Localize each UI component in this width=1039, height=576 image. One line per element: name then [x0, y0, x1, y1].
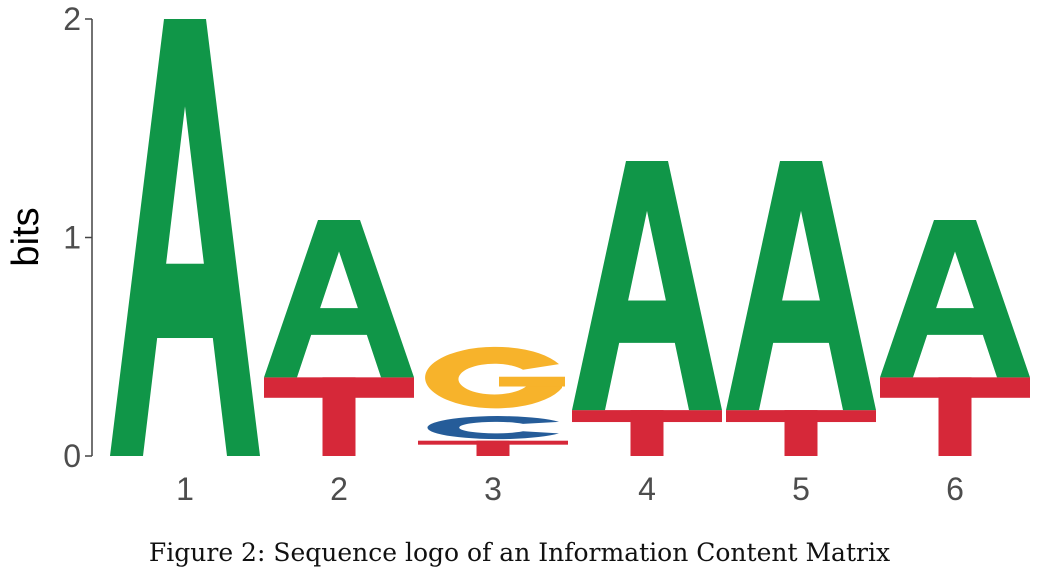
position-1-stack	[110, 19, 260, 456]
letter-A-glyph	[726, 161, 876, 411]
y-tick-label: 2	[63, 1, 81, 37]
position-2-stack	[264, 220, 414, 456]
x-axis-tick-labels: 1 2 3 4 5 6	[176, 471, 964, 507]
position-6-stack	[880, 220, 1030, 456]
sequence-logo-chart: bits 0 1 2 1 2 3 4 5 6	[5, 1, 1030, 507]
position-4-stack	[572, 161, 722, 456]
letter-T-glyph	[418, 440, 568, 456]
letter-A-glyph	[572, 161, 722, 411]
x-tick-label: 5	[792, 471, 810, 507]
letter-T-glyph	[264, 377, 414, 456]
y-axis: 0 1 2	[63, 1, 93, 474]
letter-stacks	[110, 19, 1030, 456]
x-tick-label: 6	[946, 471, 964, 507]
letter-A-glyph	[880, 220, 1030, 378]
x-tick-label: 4	[638, 471, 656, 507]
letter-A-glyph	[110, 19, 260, 456]
x-tick-label: 1	[176, 471, 194, 507]
letter-T-glyph	[880, 377, 1030, 456]
y-tick-label: 1	[63, 220, 81, 256]
letter-C-glyph	[427, 416, 559, 440]
letter-G-glyph	[425, 346, 565, 409]
position-5-stack	[726, 161, 876, 456]
position-3-stack	[418, 346, 568, 456]
letter-T-glyph	[726, 410, 876, 456]
figure-caption: Figure 2: Sequence logo of an Informatio…	[148, 538, 891, 567]
y-tick-label: 0	[63, 438, 81, 474]
y-axis-label: bits	[5, 207, 47, 266]
letter-T-glyph	[572, 410, 722, 456]
letter-A-glyph	[264, 220, 414, 378]
x-tick-label: 3	[484, 471, 502, 507]
x-tick-label: 2	[330, 471, 348, 507]
